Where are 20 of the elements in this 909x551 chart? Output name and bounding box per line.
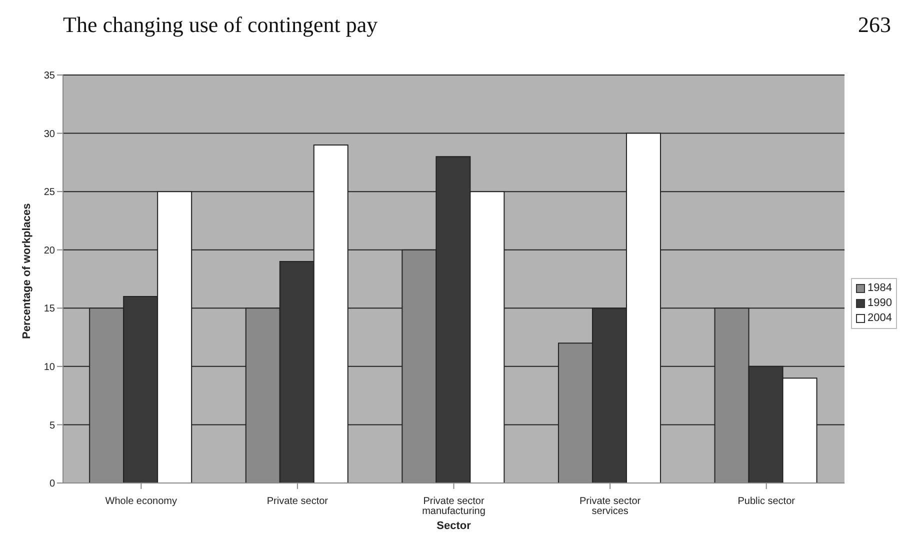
y-axis-title: Percentage of workplaces [20,203,33,339]
y-tick-label: 20 [44,245,56,256]
y-tick-label: 5 [49,420,56,432]
y-tick-label: 0 [49,478,56,490]
x-axis-title: Sector [436,520,472,532]
y-tick-label: 25 [44,187,56,198]
x-tick-label: Private sector services [579,496,642,518]
x-tick-label: Whole economy [105,496,178,508]
y-tick-label: 30 [44,128,56,140]
x-tick-label: Private sector manufacturing [422,496,486,518]
x-tick-label: Private sector [266,496,329,508]
y-tick-label: 35 [44,70,56,82]
legend-label: 1984 [868,280,892,296]
y-tick-label: 15 [44,304,56,315]
text: 263 [858,12,891,38]
x-tick-label: Public sector [738,496,796,508]
legend-label: 2004 [868,310,892,326]
y-tick-label: 10 [44,362,56,373]
chart-title: The changing use of contingent pay [63,12,378,38]
legend-label: 1990 [868,296,892,310]
